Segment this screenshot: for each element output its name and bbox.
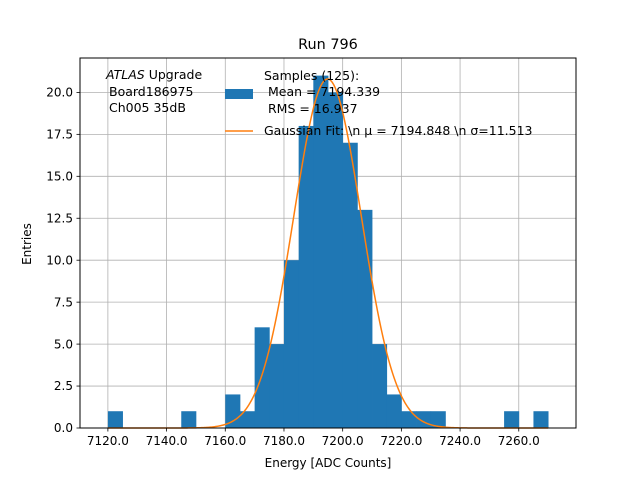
- histogram-bar: [342, 142, 358, 428]
- histogram-bar: [298, 125, 314, 429]
- y-tick-label: 7.5: [54, 295, 73, 309]
- histogram-bar: [254, 327, 270, 428]
- legend: Samples (125): Mean = 7194.339 RMS = 16.…: [225, 68, 533, 138]
- histogram-bar: [416, 411, 432, 428]
- histogram-bar: [283, 260, 300, 428]
- legend-hist-line-3: RMS = 16.937: [264, 101, 358, 116]
- legend-fit-label: Gaussian Fit: \n μ = 7194.848 \n σ=11.51…: [264, 123, 533, 138]
- legend-hist-line-1: Samples (125):: [264, 68, 359, 83]
- upgrade-label: Upgrade: [145, 67, 203, 82]
- histogram-bars: [107, 75, 549, 429]
- histogram-bar: [269, 344, 285, 428]
- run-annotation: ATLAS Upgrade Board186975 Ch005 35dB: [105, 67, 202, 115]
- axes-frame: [79, 57, 577, 429]
- histogram-bar: [386, 394, 402, 428]
- histogram-bar: [372, 344, 388, 428]
- atlas-label: ATLAS: [105, 67, 145, 82]
- legend-hist-swatch: [225, 89, 253, 99]
- x-tick-label: 7260.0: [498, 434, 540, 448]
- x-tick-label: 7160.0: [204, 434, 246, 448]
- x-tick-label: 7140.0: [146, 434, 188, 448]
- y-axis-ticks: 0.0 2.5 5.0 7.5 10.0 12.5 15.0 17.5 20.0: [46, 86, 80, 435]
- y-tick-label: 10.0: [46, 253, 73, 267]
- x-tick-label: 7220.0: [380, 434, 422, 448]
- histogram-bar: [430, 411, 446, 428]
- x-axis-label: Energy [ADC Counts]: [265, 456, 392, 470]
- histogram-bar: [239, 411, 256, 428]
- x-tick-label: 7240.0: [439, 434, 481, 448]
- y-tick-label: 5.0: [54, 337, 73, 351]
- chart-title: Run 796: [298, 37, 358, 53]
- y-tick-label: 2.5: [54, 379, 73, 393]
- y-axis-label: Entries: [20, 223, 34, 265]
- histogram-bar: [401, 411, 417, 428]
- histogram-bar: [181, 411, 197, 428]
- x-axis-ticks: 7120.0 7140.0 7160.0 7180.0 7200.0 7220.0 7240…: [87, 428, 540, 448]
- y-tick-label: 0.0: [54, 421, 73, 435]
- x-tick-label: 7120.0: [87, 434, 129, 448]
- legend-hist-line-2: Mean = 7194.339: [264, 84, 380, 99]
- annotation-channel: Ch005 35dB: [109, 100, 186, 115]
- x-tick-label: 7180.0: [263, 434, 305, 448]
- y-tick-label: 15.0: [46, 169, 73, 183]
- y-tick-label: 20.0: [46, 86, 73, 100]
- y-tick-label: 17.5: [46, 128, 73, 142]
- annotation-board: Board186975: [109, 84, 193, 99]
- annotation-line-1: ATLAS Upgrade: [105, 67, 202, 82]
- histogram-bar: [504, 411, 520, 428]
- histogram-bar: [533, 411, 549, 428]
- histogram-bar: [107, 411, 123, 428]
- histogram-bar: [313, 75, 329, 428]
- x-tick-label: 7200.0: [322, 434, 364, 448]
- histogram-bar: [328, 92, 344, 428]
- y-tick-label: 12.5: [46, 211, 73, 225]
